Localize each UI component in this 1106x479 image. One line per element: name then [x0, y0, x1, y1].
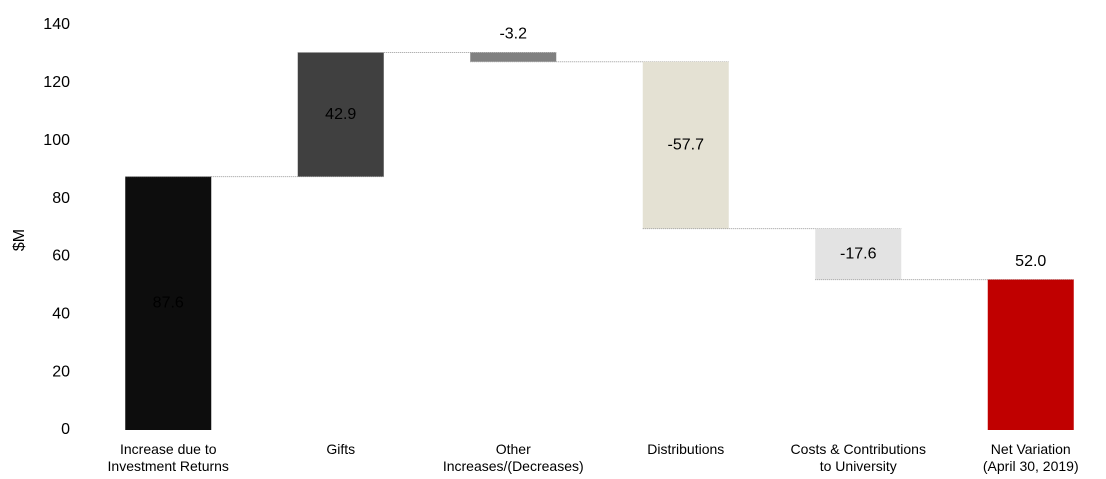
y-tick-label: 100 — [43, 132, 70, 149]
x-tick-label: Increase due to Investment Returns — [107, 441, 229, 474]
y-tick-label: 120 — [43, 74, 70, 91]
value-label: 42.9 — [325, 106, 356, 123]
value-label: -17.6 — [840, 245, 877, 262]
bar — [470, 52, 557, 62]
y-axis-label: $M — [11, 229, 28, 251]
bar — [642, 61, 729, 229]
x-tick-label: Costs & Contributions to University — [790, 441, 926, 474]
y-tick-label: 140 — [43, 16, 70, 33]
bar — [815, 228, 902, 280]
value-label: 87.6 — [153, 295, 184, 312]
bar — [987, 279, 1074, 430]
y-tick-label: 40 — [52, 306, 70, 323]
x-tick-label: Distributions — [647, 441, 725, 457]
x-tick-label: Net Variation (April 30, 2019) — [982, 441, 1079, 474]
bar — [297, 52, 384, 177]
y-tick-label: 80 — [52, 190, 70, 207]
value-label: 52.0 — [1015, 253, 1046, 270]
y-tick-label: 20 — [52, 363, 70, 380]
bar — [125, 176, 212, 430]
x-tick-label: Other Increases/(Decreases) — [442, 441, 584, 474]
value-label: -57.7 — [668, 136, 705, 153]
x-tick-label: Gifts — [326, 441, 356, 457]
y-tick-label: 60 — [52, 248, 70, 265]
y-tick-label: 0 — [61, 421, 70, 438]
value-label: -3.2 — [499, 26, 527, 43]
